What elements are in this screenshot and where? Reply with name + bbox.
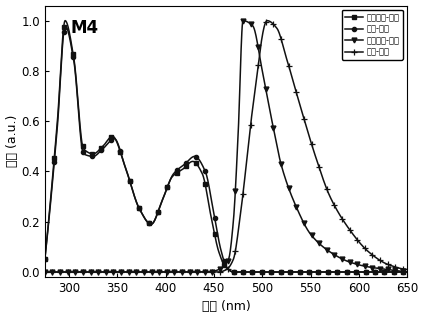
甲苯-吸收	[231, 270, 236, 274]
二氯甲烷-吸收	[63, 19, 68, 23]
Line: 二氯甲烷-发射: 二氯甲烷-发射	[42, 18, 410, 274]
二氯甲烷-吸收	[189, 160, 194, 163]
Line: 甲苯-发射: 甲苯-发射	[42, 18, 410, 275]
甲苯-发射	[265, 19, 270, 23]
二氯甲烷-发射	[325, 249, 330, 252]
甲苯-发射	[332, 204, 337, 207]
甲苯-发射	[292, 83, 297, 86]
Text: M4: M4	[70, 19, 98, 37]
二氯甲烷-发射	[189, 270, 194, 274]
甲苯-吸收	[63, 24, 68, 27]
Legend: 二氯甲烷-吸收, 甲苯-吸收, 二氯甲烷-发射, 甲苯-发射: 二氯甲烷-吸收, 甲苯-吸收, 二氯甲烷-发射, 甲苯-发射	[342, 10, 403, 60]
二氯甲烷-吸收	[332, 270, 337, 274]
二氯甲烷-发射	[405, 270, 410, 274]
甲苯-吸收	[405, 270, 410, 274]
甲苯-发射	[202, 270, 207, 274]
二氯甲烷-吸收	[80, 142, 85, 146]
甲苯-吸收	[80, 148, 85, 152]
甲苯-发射	[79, 270, 84, 274]
二氯甲烷-吸收	[202, 181, 207, 184]
二氯甲烷-发射	[202, 270, 207, 274]
甲苯-发射	[189, 270, 194, 274]
二氯甲烷-吸收	[405, 270, 410, 274]
甲苯-发射	[325, 190, 330, 194]
甲苯-发射	[42, 270, 47, 274]
二氯甲烷-吸收	[42, 257, 47, 261]
甲苯-吸收	[326, 270, 331, 274]
二氯甲烷-吸收	[231, 270, 236, 274]
二氯甲烷-发射	[79, 270, 84, 274]
甲苯-吸收	[202, 168, 207, 172]
二氯甲烷-发射	[42, 270, 47, 274]
甲苯-吸收	[332, 270, 337, 274]
Line: 二氯甲烷-吸收: 二氯甲烷-吸收	[43, 19, 410, 274]
二氯甲烷-吸收	[292, 270, 297, 274]
二氯甲烷-吸收	[326, 270, 331, 274]
甲苯-吸收	[42, 257, 47, 261]
Y-axis label: 强度 (a.u.): 强度 (a.u.)	[6, 115, 19, 167]
甲苯-吸收	[189, 156, 194, 160]
二氯甲烷-发射	[241, 19, 246, 23]
二氯甲烷-发射	[332, 253, 337, 256]
甲苯-发射	[405, 268, 410, 271]
甲苯-吸收	[292, 270, 297, 274]
Line: 甲苯-吸收: 甲苯-吸收	[43, 24, 410, 274]
X-axis label: 波长 (nm): 波长 (nm)	[202, 300, 251, 314]
二氯甲烷-发射	[292, 200, 297, 204]
